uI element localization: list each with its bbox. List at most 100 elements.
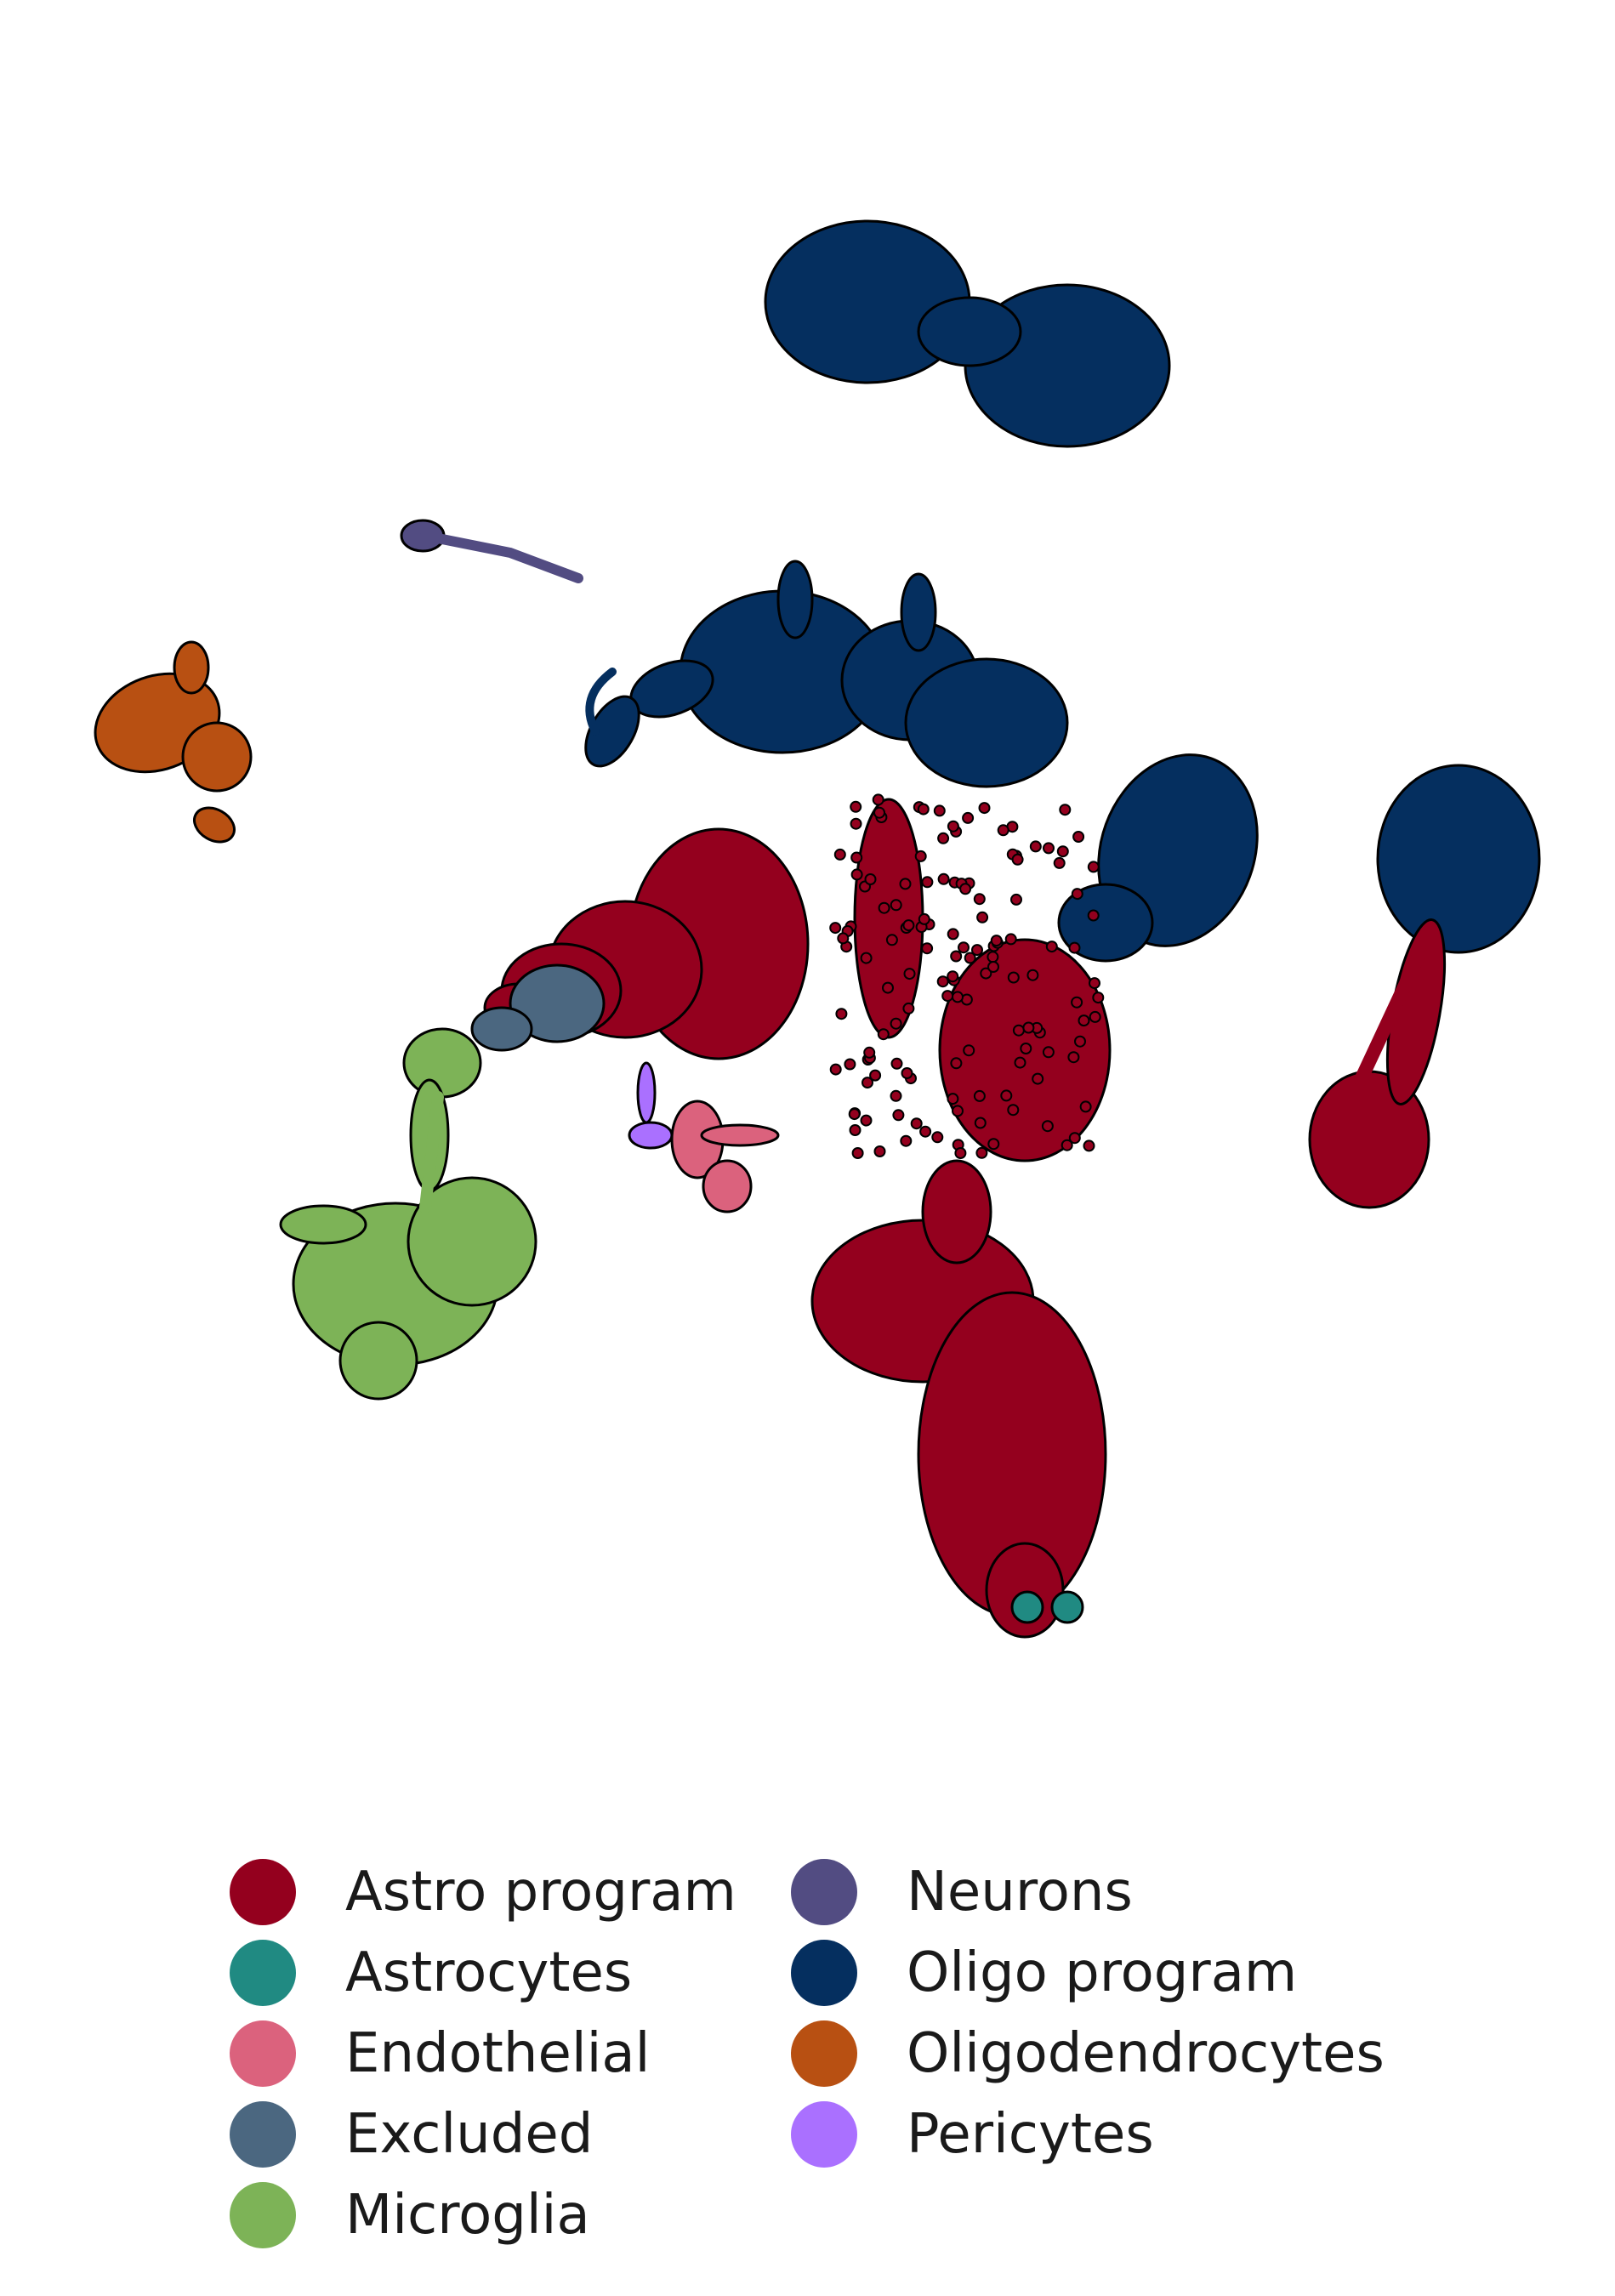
- astro-program-point: [1041, 1120, 1054, 1133]
- astro-program-point: [937, 872, 950, 885]
- astro-program-point: [860, 952, 873, 964]
- astro-program-point: [1089, 977, 1100, 990]
- astro-program-point: [1042, 1046, 1055, 1059]
- legend-item-astrocytes: Astrocytes: [230, 1939, 632, 2007]
- cluster-oligo-program-blob: [1376, 764, 1541, 954]
- cluster-oligo-program-blob: [917, 296, 1022, 367]
- legend-item-oligo-program: Oligo program: [791, 1939, 1297, 2007]
- astro-program-point: [921, 942, 934, 955]
- astro-program-point: [872, 793, 884, 806]
- astro-program-point: [850, 800, 862, 813]
- legend-label-endothelial: Endothelial: [345, 2022, 651, 2085]
- astro-program-point: [873, 806, 885, 819]
- cluster-oligo-program-blob: [904, 657, 1069, 788]
- cluster-excluded-blob: [509, 963, 606, 1043]
- cluster-microglia-strand: [419, 1091, 444, 1213]
- astro-program-point: [850, 851, 863, 864]
- astro-program-point: [829, 1063, 842, 1076]
- astro-program-point: [1029, 840, 1042, 853]
- astro-program-point: [933, 804, 946, 817]
- astro-program-point: [1056, 845, 1069, 858]
- astro-program-point: [1000, 1089, 1013, 1102]
- astro-program-point: [950, 1057, 963, 1070]
- cluster-excluded-blob: [470, 1006, 533, 1052]
- cluster-layer: [94, 219, 1541, 1639]
- astro-program-point: [873, 1145, 886, 1157]
- astro-program-point: [975, 1146, 988, 1159]
- astro-program-point: [947, 1093, 959, 1105]
- astro-program-point: [997, 824, 1009, 837]
- astro-program-point: [1010, 893, 1022, 906]
- astro-program-point: [851, 1147, 864, 1159]
- legend: Astro program Astrocytes Endothelial Exc…: [230, 1858, 1505, 2283]
- astro-program-point: [1020, 1043, 1032, 1054]
- cluster-oligodendrocytes-blob: [173, 640, 210, 695]
- astro-program-point: [973, 893, 986, 906]
- astro-program-point: [1068, 1132, 1081, 1145]
- astro-program-point: [964, 952, 976, 964]
- astro-program-point: [902, 1002, 915, 1014]
- astro-program-point: [947, 970, 959, 983]
- legend-label-pericytes: Pericytes: [907, 2103, 1154, 2166]
- cluster-pericytes-blob: [636, 1061, 657, 1124]
- legend-swatch-pericytes: [791, 2101, 857, 2168]
- astro-program-point: [878, 901, 890, 914]
- astro-program-point: [1007, 971, 1020, 984]
- legend-swatch-astrocytes: [230, 1940, 296, 2006]
- astro-program-point: [882, 981, 894, 994]
- astro-program-point: [1026, 969, 1039, 981]
- astro-program-point: [849, 1124, 862, 1136]
- legend-swatch-excluded: [230, 2101, 296, 2168]
- astro-program-point: [931, 1131, 944, 1144]
- astro-program-point: [1043, 842, 1055, 855]
- cluster-astro-program-blob: [921, 1159, 992, 1265]
- astro-program-point: [1072, 831, 1085, 843]
- astro-program-point: [1087, 909, 1100, 922]
- astro-program-point: [844, 1058, 856, 1071]
- astro-program-point: [890, 1017, 902, 1030]
- cluster-oligo-program-strand: [585, 668, 617, 736]
- astro-program-point: [962, 811, 975, 824]
- astro-program-point: [848, 1108, 861, 1121]
- astro-program-point: [973, 1089, 986, 1102]
- astro-program-point: [910, 1117, 923, 1130]
- astro-program-point: [1068, 941, 1081, 954]
- astro-program-point: [885, 934, 898, 946]
- astro-program-point: [936, 975, 949, 988]
- astro-program-point: [947, 928, 959, 941]
- astro-program-point: [947, 820, 959, 833]
- astro-program-point: [860, 1114, 873, 1127]
- cluster-microglia-blob: [279, 1204, 367, 1245]
- cluster-oligo-program-blob: [1057, 883, 1154, 963]
- cluster-astrocytes-blob: [1010, 1590, 1044, 1624]
- cluster-endothelial-blob: [700, 1123, 780, 1147]
- legend-item-microglia: Microglia: [230, 2181, 590, 2249]
- astro-program-point: [862, 1077, 873, 1089]
- astro-program-point: [937, 832, 950, 844]
- astro-program-point: [918, 912, 930, 925]
- legend-swatch-neurons: [791, 1859, 857, 1925]
- astro-program-point: [1012, 1024, 1025, 1037]
- legend-swatch-endothelial: [230, 2020, 296, 2087]
- astro-program-point: [892, 1109, 905, 1122]
- astro-program-point: [1074, 1035, 1086, 1048]
- astro-program-point: [1045, 941, 1058, 953]
- astro-program-point: [1014, 1056, 1026, 1069]
- astro-program-point: [919, 1125, 932, 1138]
- astro-program-point: [1011, 853, 1024, 866]
- astro-program-point: [829, 922, 842, 935]
- astro-program-point: [974, 1117, 987, 1129]
- astro-program-point: [890, 1089, 902, 1102]
- astro-program-point: [835, 1008, 848, 1020]
- legend-swatch-oligo-program: [791, 1940, 857, 2006]
- cluster-pericytes-blob: [628, 1121, 674, 1150]
- cluster-oligodendrocytes-blob: [181, 721, 253, 793]
- legend-label-neurons: Neurons: [907, 1861, 1133, 1924]
- astro-program-point: [1061, 1139, 1073, 1151]
- astro-program-point: [952, 991, 964, 1003]
- astro-program-point: [877, 1028, 890, 1041]
- legend-label-oligodendrocytes: Oligodendrocytes: [907, 2022, 1385, 2085]
- cluster-endothelial-blob: [702, 1159, 753, 1213]
- legend-item-endothelial: Endothelial: [230, 2020, 650, 2088]
- astro-program-point: [959, 883, 972, 895]
